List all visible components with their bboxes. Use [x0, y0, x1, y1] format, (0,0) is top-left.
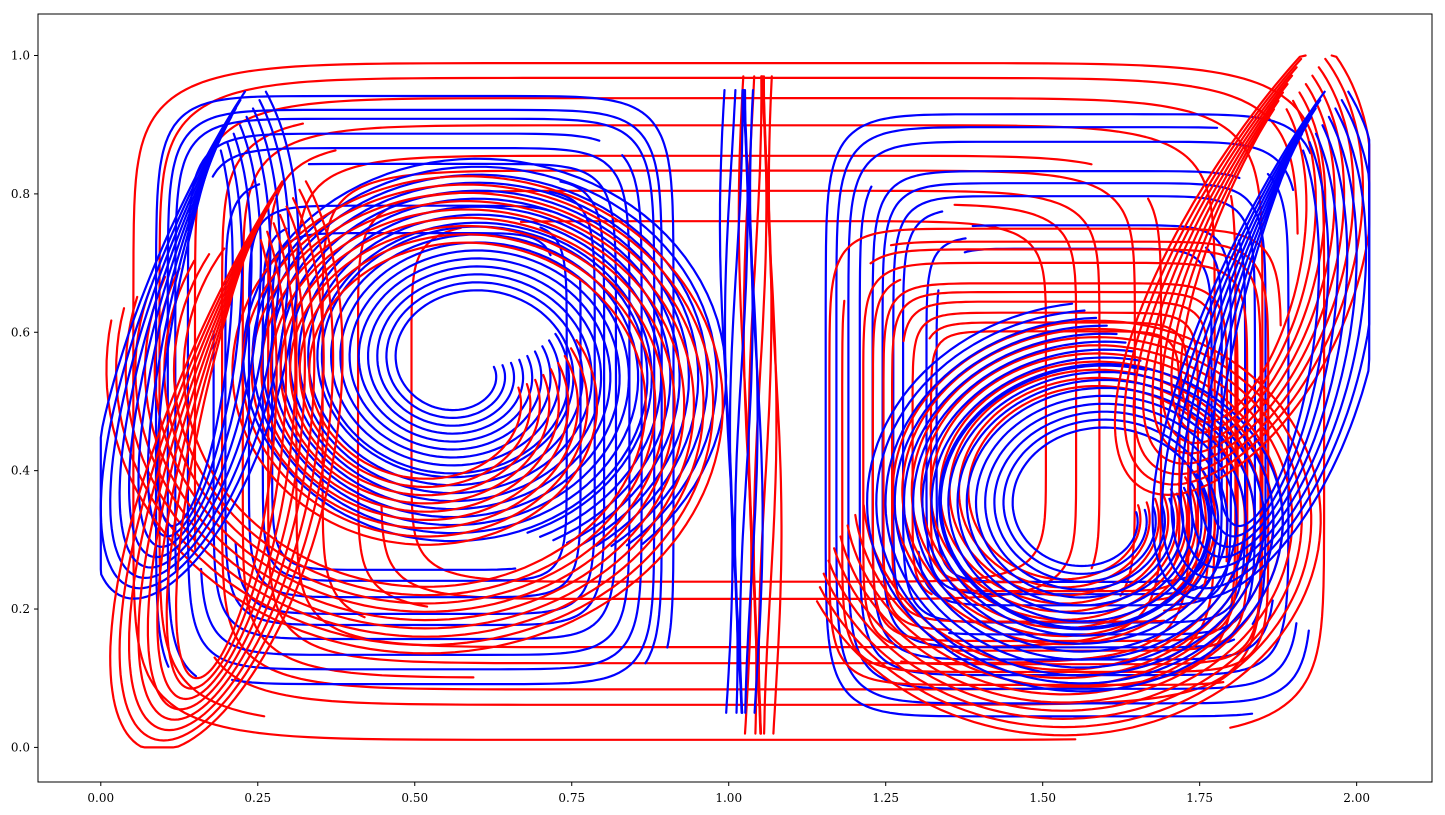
x-tick-label: 1.00 [715, 791, 742, 805]
trajectory-blue-spiral [316, 221, 653, 534]
trajectory-red-spiral [134, 200, 695, 630]
trajectory-red-vband [762, 75, 778, 735]
trajectory-blue-vortex [1151, 90, 1371, 600]
trajectory-blue-vortex [1198, 132, 1339, 548]
trajectory-red-spiral [153, 216, 676, 613]
trajectory-blue-box [847, 140, 1298, 690]
y-tick-label: 0.0 [11, 740, 30, 754]
x-axis-ticks: 0.00 0.25 0.50 0.75 1.00 1.25 1.50 1.75 2.00 [87, 782, 1370, 805]
trajectory-blue-spiral [251, 165, 718, 547]
trajectory-red-box [869, 248, 1262, 666]
trajectory-red-vortex [1170, 99, 1317, 434]
y-tick-label: 0.6 [11, 325, 30, 339]
trajectory-red-vortex [1132, 66, 1355, 476]
trajectory-red-vortex [156, 222, 297, 701]
trajectory-blue-box [186, 132, 643, 671]
trajectory-red-vortex [165, 230, 288, 690]
trajectory-red-vortex [1179, 108, 1308, 424]
y-tick-label: 0.8 [11, 187, 30, 201]
trajectory-blue-vband [743, 89, 759, 714]
trajectory-blue-spiral [875, 309, 1275, 685]
trajectory-blue-spiral [288, 197, 681, 544]
trajectory-blue-vortex [99, 99, 291, 590]
trajectory-blue-spiral [307, 213, 663, 538]
trajectory-red-vortex [1151, 83, 1336, 455]
trajectory-blue-spiral [297, 205, 672, 542]
x-tick-label: 0.75 [558, 791, 585, 805]
trajectory-blue-box [174, 117, 656, 686]
trajectory-blue-spiral [279, 189, 690, 546]
trajectory-blue-box [212, 162, 618, 641]
trajectory-blue-box [200, 147, 631, 656]
trajectory-blue-vortex [118, 115, 272, 569]
x-tick-label: 0.25 [244, 791, 271, 805]
trajectory-blue-vortex [128, 124, 262, 559]
x-tick-label: 1.25 [872, 791, 899, 805]
trajectory-red-vortex [109, 180, 344, 749]
trajectory-red-box [132, 62, 1326, 741]
trajectory-red-vortex [146, 213, 306, 711]
trajectory-blue-vortex [1179, 115, 1358, 569]
trajectory-red-spiral [827, 344, 1294, 712]
trajectory-blue-spiral [939, 364, 1211, 629]
y-tick-label: 0.2 [11, 602, 30, 616]
trajectory-red-spiral [822, 336, 1303, 720]
trajectory-blue-vortex [1217, 149, 1321, 528]
trajectory-blue-vortex [109, 107, 281, 579]
trajectory-red-box [241, 124, 1216, 679]
x-tick-label: 2.00 [1343, 791, 1370, 805]
trajectory-red-spiral [818, 327, 1313, 729]
trajectory-lines [99, 54, 1371, 749]
trajectory-blue-box [261, 226, 568, 582]
trajectory-blue-box [247, 204, 582, 599]
trajectory-red-vband [767, 75, 783, 735]
plot-frame [37, 13, 1433, 783]
trajectory-red-spiral [105, 175, 724, 655]
trajectory-blue-box [824, 113, 1312, 718]
trajectory-red-vortex [128, 197, 325, 732]
trajectory-blue-box [154, 94, 675, 668]
trajectory-blue-vortex [1189, 124, 1349, 559]
trajectory-red-vortex [1142, 74, 1346, 465]
trajectory-red-spiral [172, 233, 657, 597]
trajectory-red-vortex [137, 205, 316, 721]
trajectory-red-spiral [854, 376, 1256, 680]
x-tick-label: 0.00 [87, 791, 114, 805]
trajectory-red-vortex [1160, 91, 1327, 445]
trajectory-blue-spiral [884, 316, 1266, 677]
y-axis-ticks: 0.0 0.2 0.4 0.6 0.8 1.0 [11, 49, 38, 754]
trajectory-red-vortex [175, 239, 278, 680]
trajectory-blue-vortex [1170, 107, 1368, 579]
trajectory-red-vortex [1123, 57, 1364, 486]
x-tick-label: 0.50 [401, 791, 428, 805]
trajectory-blue-vortex [137, 132, 253, 548]
trajectory-red-vortex [118, 188, 335, 742]
trajectory-blue-vband [749, 89, 764, 714]
trajectory-red-spiral [115, 183, 715, 647]
y-tick-label: 1.0 [11, 49, 30, 63]
trajectory-blue-vortex [1208, 141, 1330, 538]
trajectory-blue-spiral [260, 173, 709, 548]
trajectory-red-spiral [143, 208, 686, 622]
trajectory-red-box [891, 290, 1212, 623]
x-tick-label: 1.50 [1029, 791, 1056, 805]
trajectory-red-spiral [862, 385, 1246, 671]
trajectory-blue-spiral [912, 340, 1238, 653]
trajectory-blue-box [835, 126, 1310, 705]
trajectory-red-spiral [833, 352, 1284, 704]
trajectory-red-box [158, 76, 1299, 718]
trajectory-blue-spiral [270, 181, 700, 547]
trajectory-red-spiral [182, 241, 647, 588]
trajectory-blue-box [858, 172, 1290, 677]
y-tick-label: 0.4 [11, 464, 30, 478]
trajectory-blue-vortex [146, 141, 244, 538]
x-tick-label: 1.75 [1186, 791, 1213, 805]
trajectory-blue-vortex [99, 90, 300, 600]
trajectory-red-spiral [163, 224, 667, 605]
trajectory-red-spiral [124, 191, 705, 638]
